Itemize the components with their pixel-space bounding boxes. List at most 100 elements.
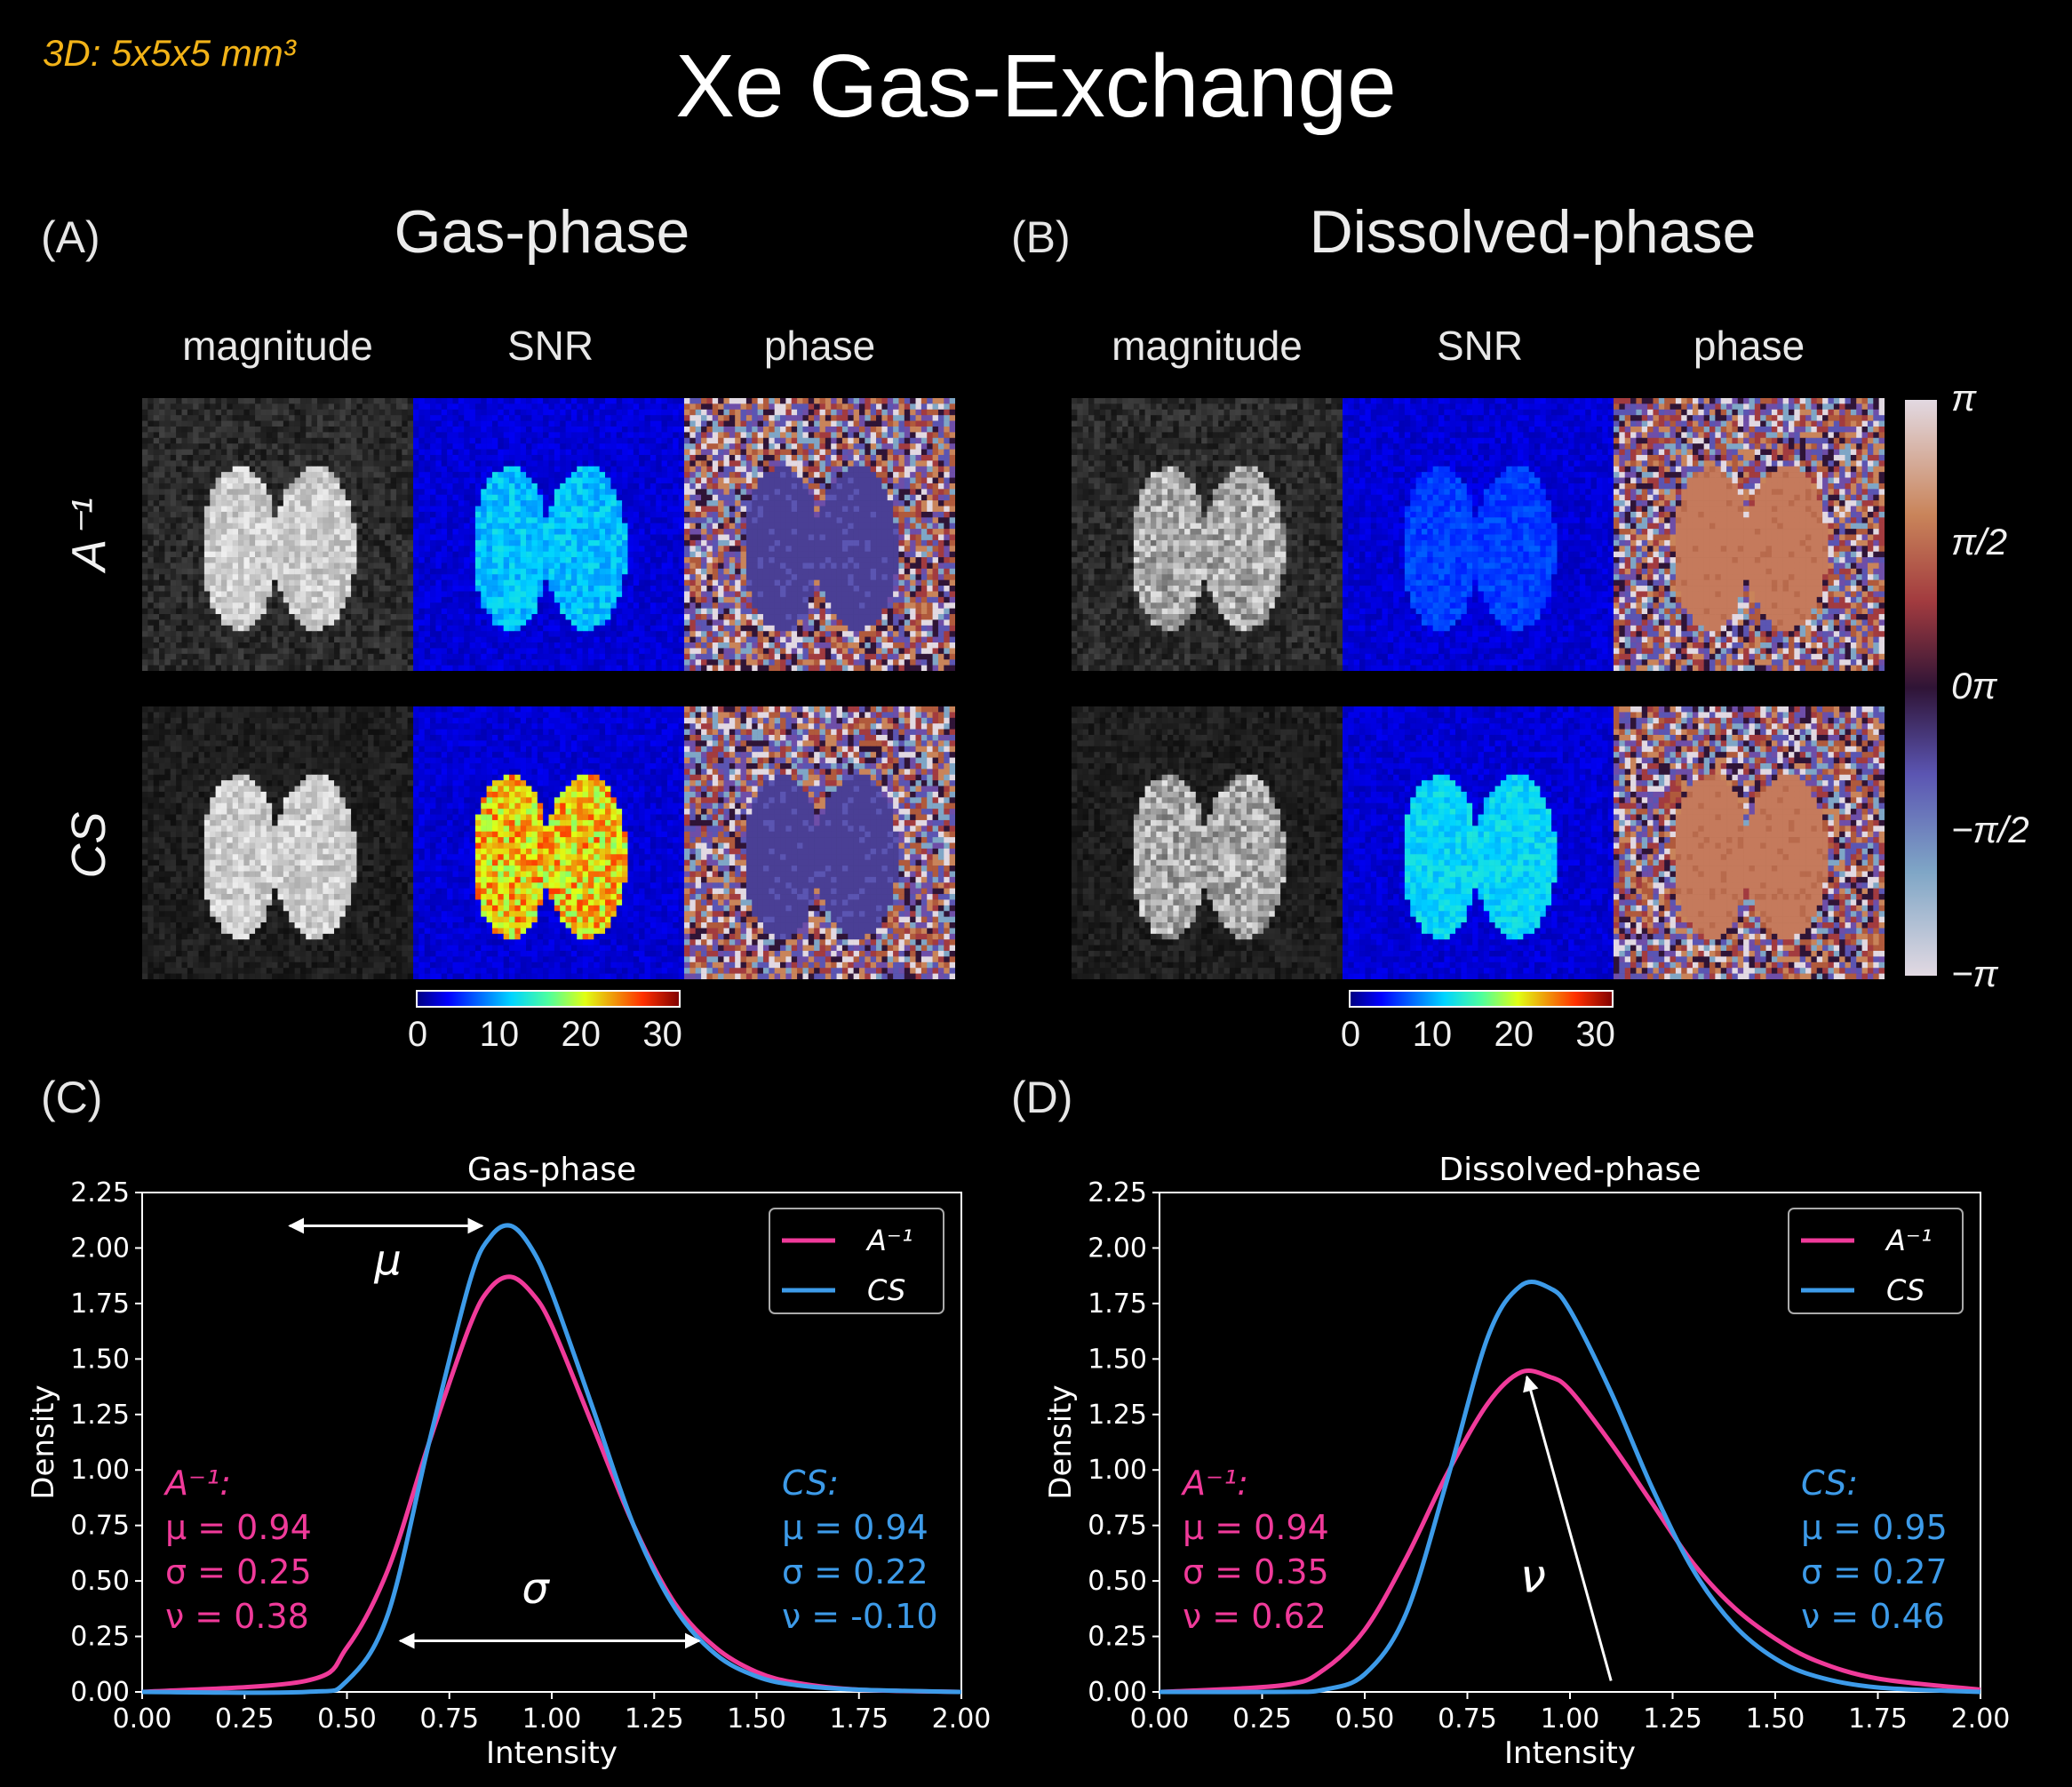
x-axis-label: Intensity — [1504, 1735, 1636, 1771]
y-tick-label: 0.00 — [1088, 1677, 1147, 1708]
x-tick-label: 0.25 — [1232, 1703, 1292, 1735]
x-tick-label: 0.75 — [1438, 1703, 1497, 1735]
right-stats-text: μ = 0.94 — [782, 1508, 928, 1547]
panel-letter-a: (A) — [41, 211, 100, 263]
row-label-inverse: A⁻¹ — [61, 446, 117, 624]
magnitude-map — [142, 706, 413, 979]
x-tick-label: 0.50 — [1335, 1703, 1395, 1735]
snr-tick-label: 0 — [408, 1015, 427, 1055]
left-stats-text: ν = 0.62 — [1183, 1597, 1327, 1636]
gas-phase-density-chart: Gas-phase 0.00 0.25 0.50 0.75 1.00 1.25 1.50 1.7… — [26, 1152, 992, 1771]
series-line-cs — [141, 1223, 962, 1695]
right-stats-text: σ = 0.22 — [782, 1552, 928, 1592]
snr-tick-label: 10 — [1413, 1015, 1453, 1055]
right-stats-text: CS: — [782, 1464, 839, 1503]
resolution-label: 3D: 5x5x5 mm³ — [43, 32, 296, 75]
x-tick-label: 1.50 — [727, 1703, 786, 1735]
x-tick-label: 2.00 — [932, 1703, 992, 1735]
page-title: Xe Gas-Exchange — [0, 36, 2072, 138]
left-stats-text: σ = 0.25 — [165, 1552, 312, 1592]
y-axis-label: Density — [26, 1384, 61, 1499]
panel-letter-d: (D) — [1011, 1072, 1072, 1123]
series-line-inverse — [141, 1274, 962, 1695]
snr-tick-label: 20 — [1494, 1015, 1534, 1055]
col-label-phase: phase — [1614, 322, 1885, 370]
phase-tick-label: 0π — [1951, 665, 1997, 707]
y-tick-label: 2.25 — [1088, 1177, 1147, 1209]
right-stats-text: σ = 0.27 — [1801, 1552, 1948, 1592]
y-tick-label: 0.50 — [1088, 1566, 1147, 1597]
y-tick-label: 1.50 — [70, 1344, 130, 1375]
x-tick-label: 1.75 — [1848, 1703, 1908, 1735]
right-stats-text: ν = 0.46 — [1801, 1597, 1945, 1636]
y-tick-label: 2.00 — [1088, 1233, 1147, 1264]
phase-map — [684, 398, 955, 671]
y-tick-label: 0.25 — [70, 1622, 130, 1653]
dissolved-phase-density-chart: Dissolved-phase 0.00 0.25 0.50 0.75 1.00 1.25 1… — [1043, 1152, 2011, 1771]
y-tick-label: 2.25 — [70, 1177, 130, 1209]
nu-arrow — [1523, 1375, 1613, 1681]
x-tick-label: 1.25 — [1643, 1703, 1702, 1735]
right-stats-text: μ = 0.95 — [1801, 1508, 1948, 1547]
y-tick-label: 1.75 — [1088, 1288, 1147, 1320]
phase-colorbar — [1905, 400, 1937, 976]
series-line-inverse — [1159, 1368, 1981, 1695]
nu-symbol: ν — [1520, 1551, 1546, 1604]
col-label-magnitude: magnitude — [1072, 322, 1343, 370]
legend-label: A⁻¹ — [865, 1224, 913, 1257]
snr-tick-label: 10 — [480, 1015, 520, 1055]
x-axis-label: Intensity — [486, 1735, 618, 1771]
magnitude-map — [1072, 398, 1343, 671]
y-tick-label: 0.75 — [70, 1511, 130, 1542]
mu-symbol: μ — [373, 1235, 402, 1285]
legend — [1788, 1208, 1964, 1314]
row-label-cs: CS — [61, 756, 116, 934]
snr-colorbar-b — [1349, 990, 1614, 1008]
legend-label: CS — [867, 1273, 905, 1307]
x-tick-label: 0.50 — [317, 1703, 377, 1735]
snr-map — [413, 398, 684, 671]
series-line-cs — [1159, 1279, 1981, 1695]
snr-tick-label: 30 — [642, 1015, 682, 1055]
x-tick-label: 0.75 — [419, 1703, 479, 1735]
y-tick-label: 1.75 — [70, 1288, 130, 1320]
x-tick-label: 0.00 — [1130, 1703, 1190, 1735]
legend-label: A⁻¹ — [1885, 1224, 1933, 1257]
left-stats-text: ν = 0.38 — [165, 1597, 309, 1636]
left-stats-text: A⁻¹: — [163, 1464, 231, 1503]
x-tick-label: 0.00 — [113, 1703, 172, 1735]
y-tick-label: 1.00 — [70, 1455, 130, 1486]
panel-letter-c: (C) — [41, 1072, 102, 1123]
col-label-snr: SNR — [415, 322, 686, 370]
y-tick-label: 2.00 — [70, 1233, 130, 1264]
x-tick-label: 1.50 — [1746, 1703, 1805, 1735]
y-axis-label: Density — [1043, 1384, 1079, 1499]
phase-map — [1614, 398, 1885, 671]
y-tick-label: 0.50 — [70, 1566, 130, 1597]
phase-tick-label: −π/2 — [1951, 809, 2029, 851]
legend — [769, 1208, 944, 1314]
phase-tick-label: π — [1951, 377, 1976, 419]
magnitude-map — [142, 398, 413, 671]
x-tick-label: 1.00 — [1541, 1703, 1600, 1735]
left-stats-text: μ = 0.94 — [165, 1508, 312, 1547]
panel-title-gas: Gas-phase — [320, 197, 764, 267]
left-stats-text: μ = 0.94 — [1183, 1508, 1329, 1547]
magnitude-map — [1072, 706, 1343, 979]
x-tick-label: 1.75 — [829, 1703, 889, 1735]
x-tick-label: 2.00 — [1951, 1703, 2011, 1735]
phase-map — [684, 706, 955, 979]
phase-tick-label: π/2 — [1951, 521, 2007, 563]
y-tick-label: 1.25 — [70, 1400, 130, 1431]
right-stats-text: ν = -0.10 — [782, 1597, 938, 1636]
y-tick-label: 1.25 — [1088, 1400, 1147, 1431]
snr-tick-label: 0 — [1341, 1015, 1360, 1055]
y-tick-label: 1.50 — [1088, 1344, 1147, 1375]
legend-label: CS — [1886, 1273, 1925, 1307]
phase-map — [1614, 706, 1885, 979]
y-tick-label: 1.00 — [1088, 1455, 1147, 1486]
y-tick-label: 0.25 — [1088, 1622, 1147, 1653]
phase-tick-label: −π — [1951, 953, 1998, 995]
sigma-symbol: σ — [522, 1564, 550, 1614]
chart-title: Gas-phase — [467, 1152, 636, 1188]
